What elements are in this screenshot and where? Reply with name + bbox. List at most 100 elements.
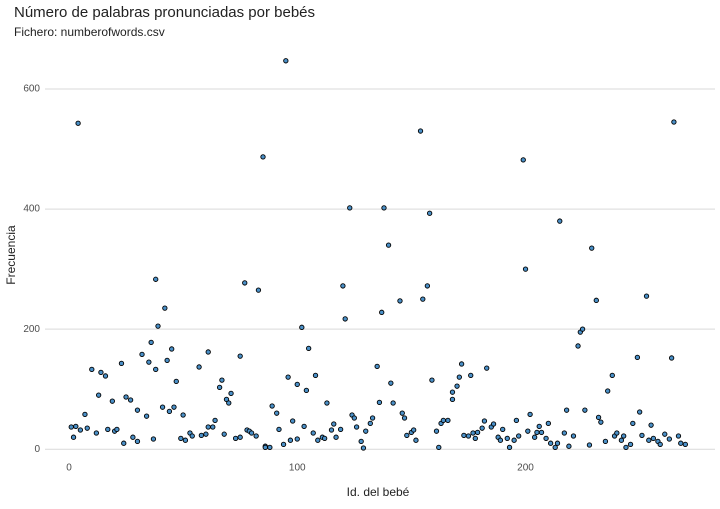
point bbox=[614, 430, 620, 436]
point bbox=[472, 435, 478, 442]
point bbox=[285, 374, 291, 380]
point bbox=[504, 435, 510, 442]
point bbox=[579, 326, 586, 332]
point bbox=[554, 440, 561, 446]
point bbox=[315, 437, 321, 443]
point bbox=[458, 361, 465, 367]
point bbox=[602, 438, 609, 445]
point bbox=[500, 426, 506, 433]
point bbox=[474, 429, 481, 436]
point bbox=[219, 377, 225, 383]
point bbox=[506, 444, 513, 451]
y-tick-label: 400 bbox=[23, 204, 40, 215]
point bbox=[429, 377, 435, 383]
point bbox=[436, 444, 442, 451]
point bbox=[367, 420, 373, 427]
point bbox=[198, 432, 205, 439]
point bbox=[522, 266, 529, 272]
point bbox=[538, 429, 545, 436]
point bbox=[381, 205, 387, 211]
point bbox=[557, 218, 563, 224]
point bbox=[178, 435, 184, 442]
point bbox=[618, 437, 625, 443]
point bbox=[75, 120, 81, 126]
point bbox=[148, 339, 154, 345]
point bbox=[427, 210, 433, 216]
point bbox=[675, 433, 682, 439]
point bbox=[627, 441, 634, 448]
point bbox=[280, 441, 287, 448]
x-tick-label: 100 bbox=[289, 463, 306, 474]
point bbox=[237, 434, 243, 440]
point bbox=[534, 429, 540, 436]
point bbox=[511, 437, 517, 443]
point bbox=[420, 296, 426, 302]
point bbox=[490, 421, 497, 427]
point bbox=[520, 157, 526, 163]
point bbox=[312, 372, 319, 379]
point bbox=[668, 355, 675, 361]
point bbox=[221, 431, 227, 437]
point bbox=[637, 409, 643, 415]
x-axis-title: Id. del bebé bbox=[347, 485, 410, 499]
point bbox=[449, 396, 456, 403]
point bbox=[310, 430, 316, 436]
point bbox=[237, 353, 243, 359]
point bbox=[586, 442, 593, 448]
point bbox=[385, 242, 392, 248]
point bbox=[226, 400, 232, 406]
point bbox=[134, 438, 141, 445]
point bbox=[269, 403, 275, 409]
point bbox=[417, 128, 424, 134]
point bbox=[324, 400, 330, 406]
point bbox=[536, 423, 542, 430]
point bbox=[454, 383, 460, 389]
point bbox=[95, 392, 102, 398]
point bbox=[299, 324, 305, 330]
y-axis-title: Frecuencia bbox=[4, 225, 18, 285]
point bbox=[532, 434, 538, 440]
point bbox=[547, 440, 554, 446]
point bbox=[376, 399, 383, 406]
point bbox=[342, 316, 348, 322]
point bbox=[648, 422, 654, 428]
point bbox=[598, 419, 604, 425]
point bbox=[139, 351, 145, 357]
point bbox=[287, 437, 294, 443]
point bbox=[150, 436, 157, 442]
point bbox=[328, 427, 335, 433]
point bbox=[301, 423, 307, 430]
point bbox=[634, 354, 641, 360]
point bbox=[575, 343, 581, 349]
point bbox=[146, 359, 152, 365]
point bbox=[399, 410, 405, 416]
point bbox=[248, 430, 255, 436]
point bbox=[646, 437, 652, 443]
point bbox=[468, 372, 474, 379]
point bbox=[525, 428, 531, 434]
point bbox=[337, 426, 344, 433]
point bbox=[353, 424, 360, 430]
x-tick-label: 200 bbox=[517, 463, 534, 474]
point bbox=[347, 205, 353, 211]
point bbox=[413, 437, 419, 443]
point bbox=[182, 437, 189, 443]
point bbox=[333, 434, 339, 440]
point bbox=[593, 297, 599, 303]
point bbox=[164, 357, 170, 364]
point bbox=[169, 346, 175, 352]
point bbox=[390, 400, 396, 406]
point bbox=[440, 417, 446, 424]
point bbox=[216, 384, 223, 391]
point bbox=[118, 360, 125, 367]
point bbox=[682, 441, 688, 448]
point bbox=[143, 413, 150, 419]
point bbox=[105, 426, 111, 433]
point bbox=[605, 388, 611, 394]
point bbox=[465, 433, 472, 439]
point bbox=[134, 407, 141, 413]
point bbox=[274, 410, 280, 416]
point bbox=[73, 423, 79, 430]
point bbox=[290, 418, 296, 424]
point bbox=[223, 396, 230, 403]
